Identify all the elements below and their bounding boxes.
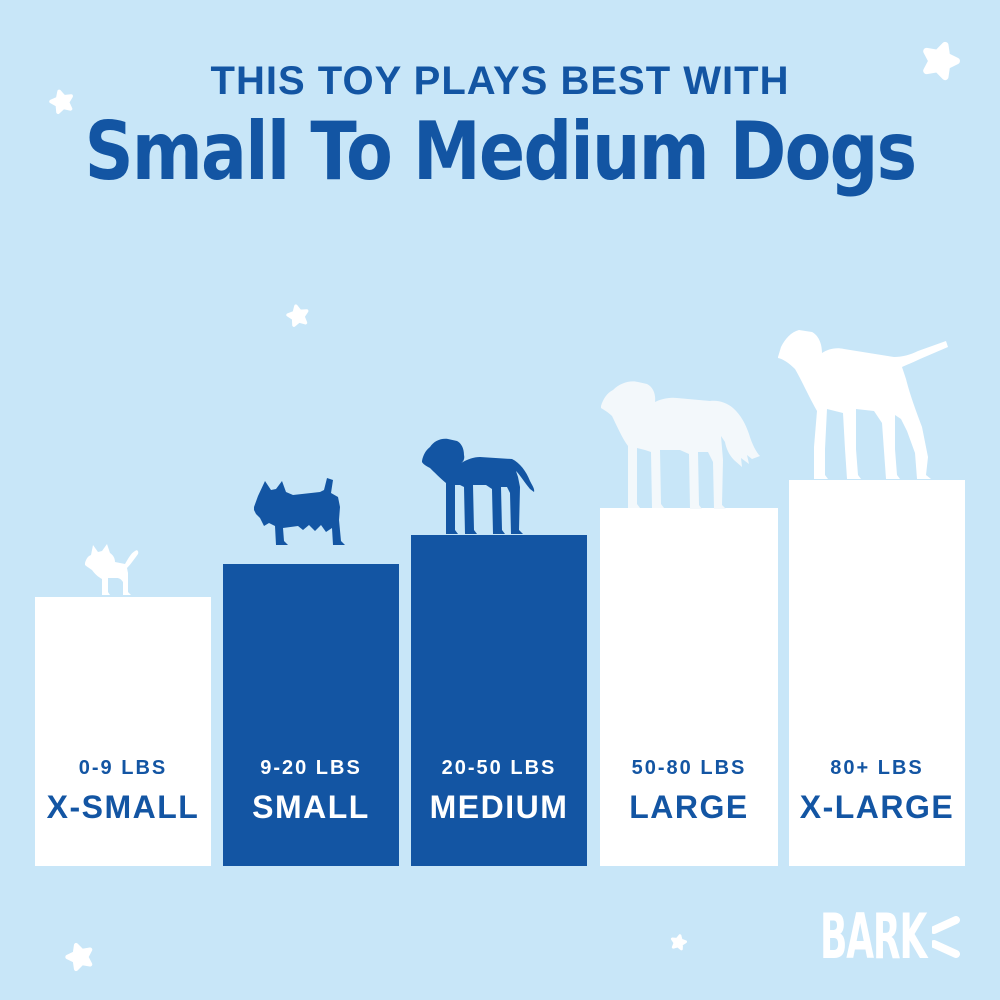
star-icon <box>65 942 93 972</box>
chihuahua-icon <box>85 544 139 595</box>
star-icon <box>286 304 309 327</box>
pointer-icon <box>778 330 948 479</box>
size-bar-x-small: 0-9 LBS X-SMALL <box>35 597 211 866</box>
size-bar-small: 9-20 LBS SMALL <box>223 564 399 866</box>
size-bar-medium: 20-50 LBS MEDIUM <box>411 535 587 866</box>
page-title-kicker: THIS TOY PLAYS BEST WITH <box>210 59 790 103</box>
size-name-label: LARGE <box>629 788 749 825</box>
labrador-icon <box>422 438 535 534</box>
weight-range-label: 0-9 LBS <box>78 757 168 779</box>
bark-sound-marks-icon <box>932 916 960 958</box>
size-bar-large: 50-80 LBS LARGE <box>600 508 778 866</box>
weight-range-label: 9-20 LBS <box>260 757 362 779</box>
scottish-terrier-icon <box>254 478 345 545</box>
size-name-label: X-SMALL <box>46 788 200 825</box>
weight-range-label: 80+ LBS <box>830 757 924 779</box>
bark-logo: BARK <box>820 906 990 968</box>
bark-logo-text: BARK <box>820 900 927 973</box>
star-icon <box>923 41 960 81</box>
weight-range-label: 50-80 LBS <box>631 757 747 779</box>
star-icon <box>670 934 687 951</box>
golden-retriever-icon <box>601 381 760 509</box>
star-icon <box>49 89 73 115</box>
size-name-label: X-LARGE <box>799 788 955 825</box>
size-name-label: MEDIUM <box>429 788 569 825</box>
size-bar-x-large: 80+ LBS X-LARGE <box>789 480 965 866</box>
page-title: Small To Medium Dogs <box>84 105 917 198</box>
size-name-label: SMALL <box>252 788 370 825</box>
weight-range-label: 20-50 LBS <box>441 757 557 779</box>
